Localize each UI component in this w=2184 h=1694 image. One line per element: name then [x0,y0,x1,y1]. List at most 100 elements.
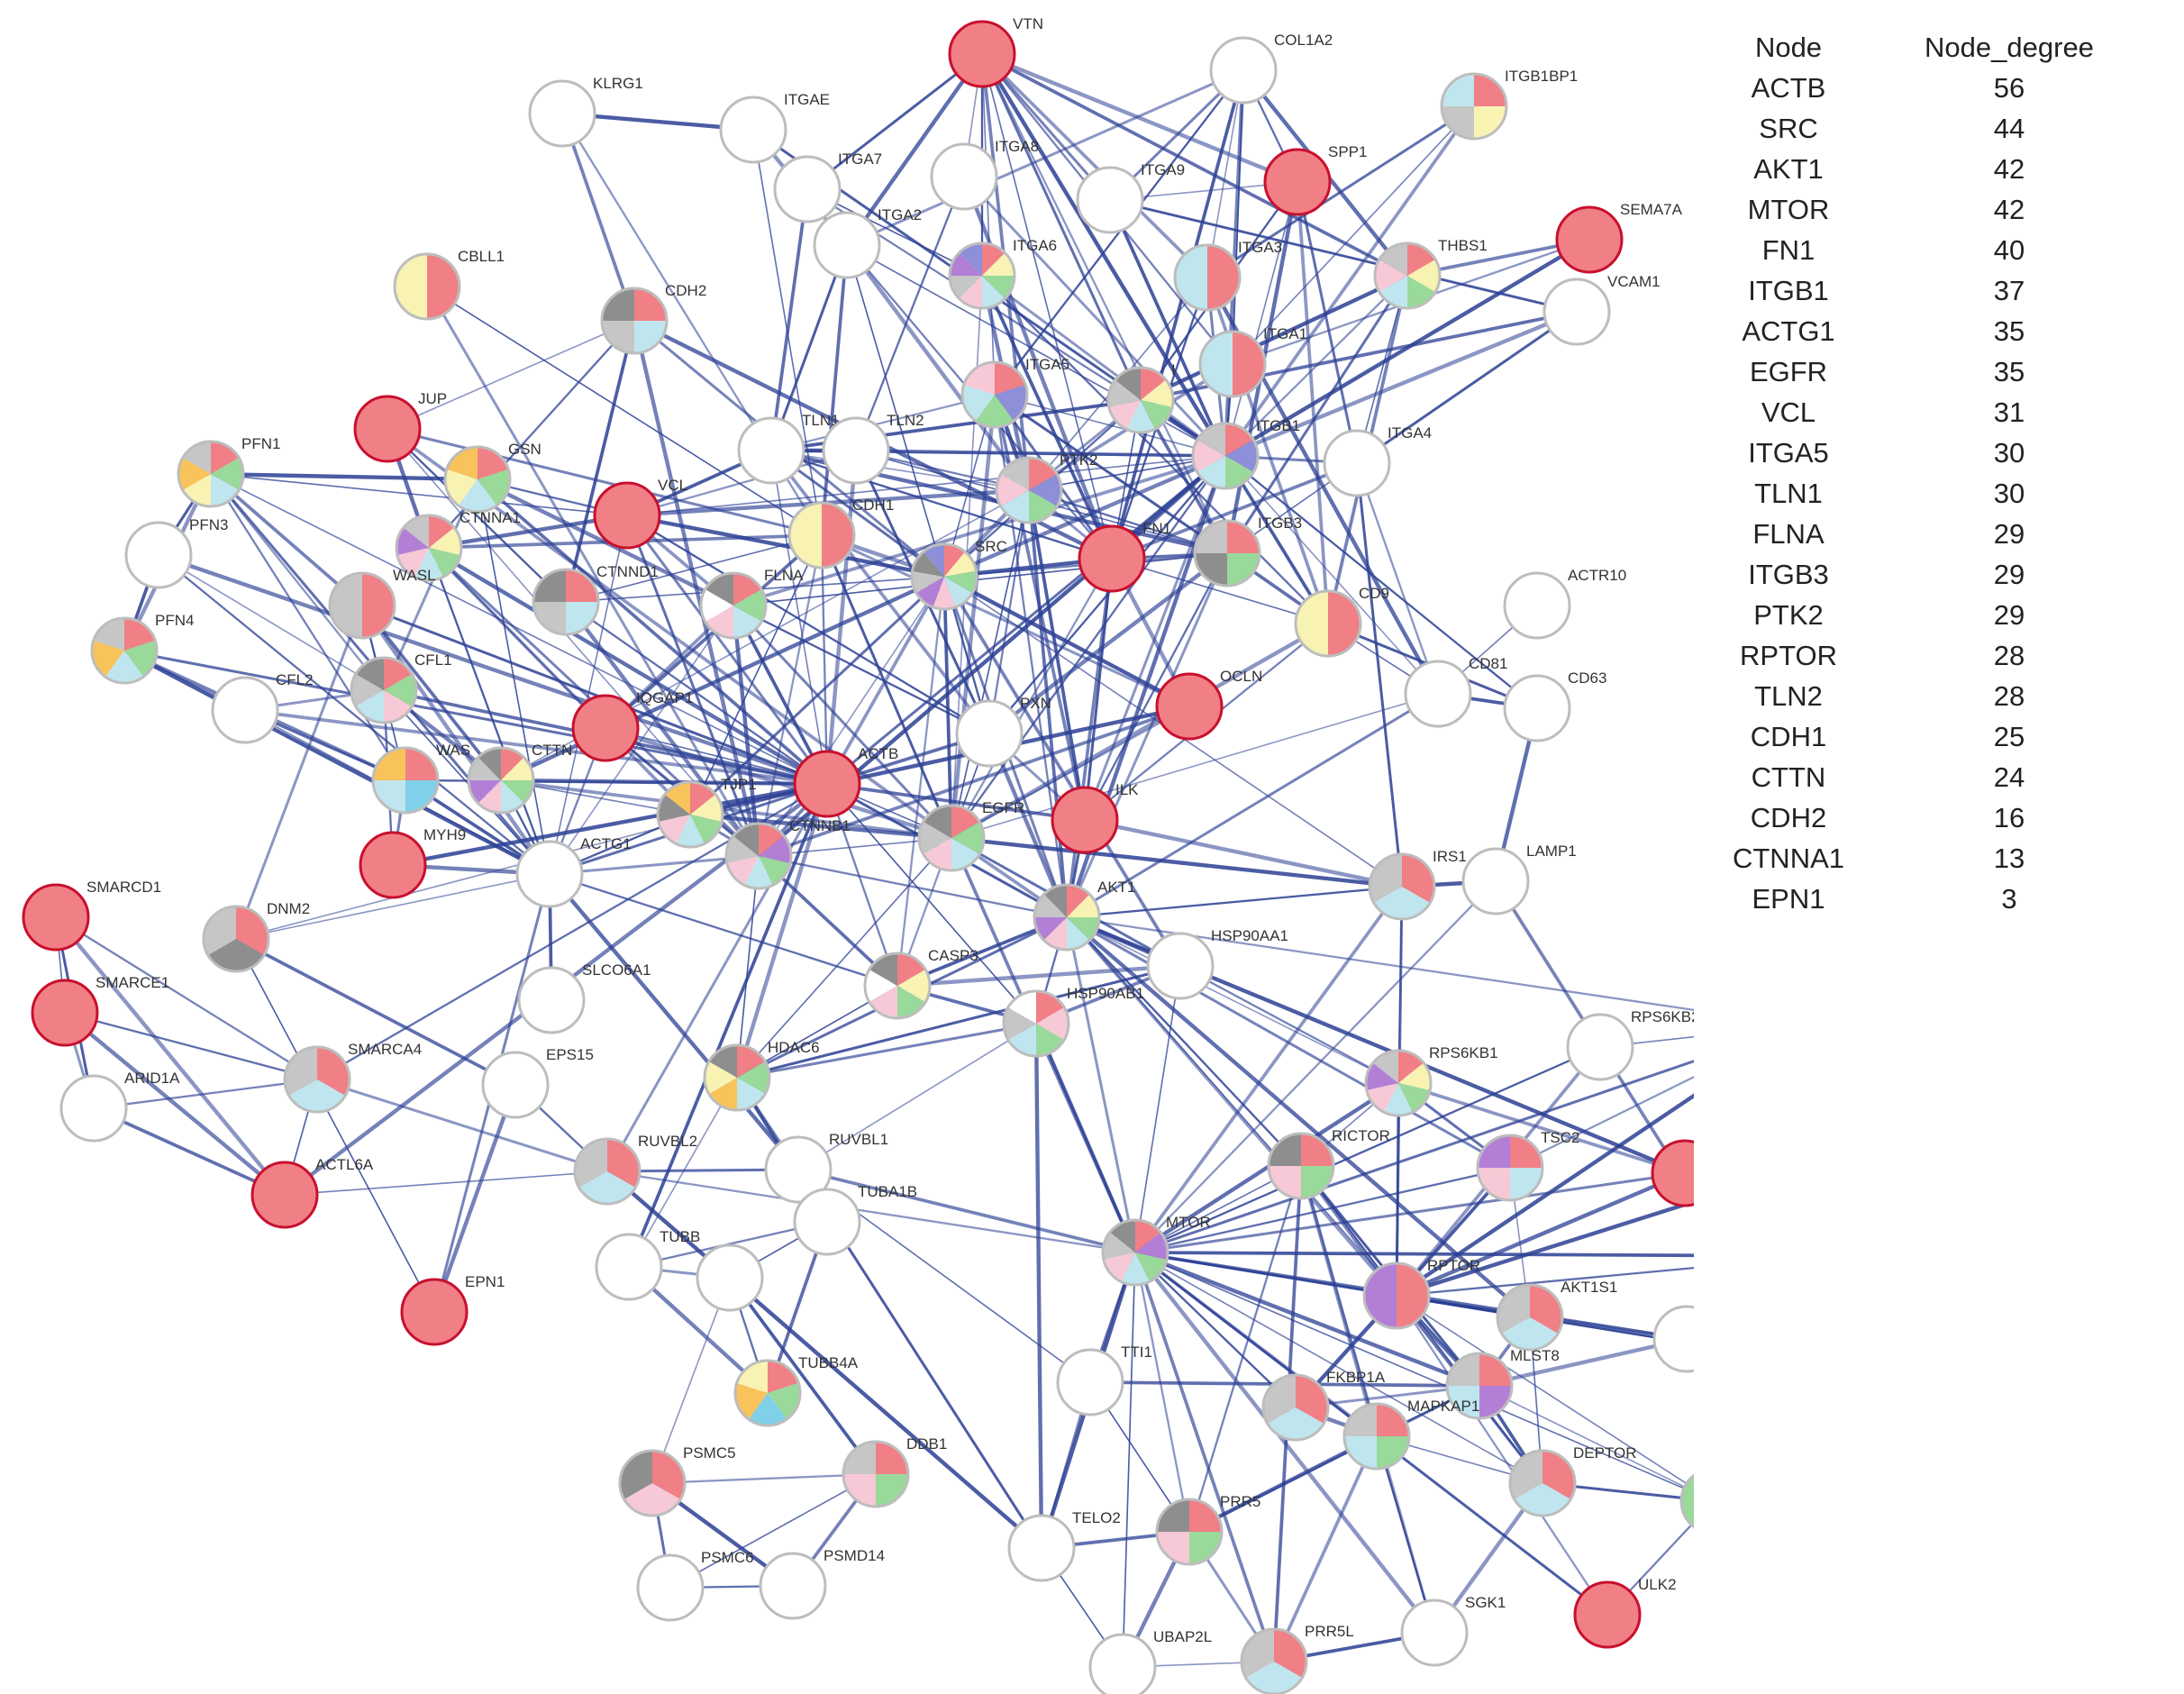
node-tubb[interactable]: TUBB [595,1228,700,1301]
node-akt1s1[interactable]: AKT1S1 [1496,1279,1617,1352]
node-actr10[interactable]: ACTR10 [1503,567,1626,640]
node-ocln[interactable]: OCLN [1155,668,1262,741]
node-vtn[interactable]: VTN [948,15,1043,88]
node-ubap2l[interactable]: UBAP2L [1088,1628,1212,1694]
node-flna[interactable]: FLNA [699,567,804,640]
node-hsp90aa1[interactable]: HSP90AA1 [1146,927,1288,1000]
node-mtor[interactable]: MTOR [1101,1214,1211,1287]
node-ctnna1[interactable]: CTNNA1 [395,509,521,582]
node-cd81[interactable]: CD81 [1404,655,1507,728]
node-eps15[interactable]: EPS15 [481,1046,594,1119]
node-sgk1[interactable]: SGK1 [1400,1594,1506,1667]
node-cfl2[interactable]: CFL2 [211,671,314,744]
node-vcam1[interactable]: VCAM1 [1542,273,1661,346]
node-psmd14[interactable]: PSMD14 [759,1547,885,1620]
node-itgb1[interactable]: ITGB1 [1191,417,1300,490]
node-vcl[interactable]: VCL [593,477,687,550]
node-irs1[interactable]: IRS1 [1368,848,1467,921]
node-src[interactable]: SRC [910,538,1007,611]
node-rragd[interactable]: RRAGD [1652,1300,1694,1373]
node-itgav[interactable]: I [1106,361,1176,434]
node-pfn4[interactable]: PFN4 [90,612,194,685]
node-cdh1[interactable]: CDH1 [787,496,894,569]
node-cd9[interactable]: CD9 [1294,585,1389,658]
node-ulk1[interactable]: ULK1 [1679,1462,1694,1534]
node-tubb4a[interactable]: TUBB4A [733,1354,859,1427]
node-cttn[interactable]: CTTN [467,742,572,815]
node-dnm2[interactable]: DNM2 [202,900,310,973]
node-fn1[interactable]: FN1 [1078,520,1171,593]
node-cbll1[interactable]: CBLL1 [393,248,505,321]
node-rptor[interactable]: RPTOR [1362,1257,1480,1330]
node-tln2[interactable]: TLN2 [822,412,924,485]
node-hdac6[interactable]: HDAC6 [703,1039,820,1112]
node-actb[interactable]: ACTB [793,745,898,818]
node-cdh2[interactable]: CDH2 [600,282,706,355]
node-itga5[interactable]: ITGA5 [960,356,1069,429]
node-col1a2[interactable]: COL1A2 [1209,32,1333,105]
node-itga8[interactable]: ITGA8 [930,138,1039,211]
node-tsc2[interactable]: TSC2 [1476,1129,1579,1202]
node-tuba1b[interactable]: TUBA1B [793,1183,917,1256]
node-ctnnb1[interactable]: CTNNB1 [724,817,851,890]
node-casp3[interactable]: CASP3 [863,947,978,1020]
node-ctnnd1[interactable]: CTNND1 [532,563,659,636]
node-pxn[interactable]: PXN [955,695,1051,768]
node-was[interactable]: WAS [371,742,470,815]
node-sema7a[interactable]: SEMA7A [1555,201,1683,274]
node-lamp1[interactable]: LAMP1 [1461,842,1577,915]
node-fkbp1a[interactable]: FKBP1A [1261,1369,1386,1442]
node-pfn1[interactable]: PFN1 [177,435,280,508]
node-actg1[interactable]: ACTG1 [515,835,632,908]
node-spp1[interactable]: SPP1 [1263,143,1367,216]
node-psmc6[interactable]: PSMC6 [636,1549,754,1622]
node-itga9[interactable]: ITGA9 [1076,161,1185,234]
node-arid1a[interactable]: ARID1A [59,1070,180,1143]
node-tti1[interactable]: TTI1 [1056,1343,1152,1416]
node-psmc5[interactable]: PSMC5 [618,1444,736,1517]
node-tubg1[interactable] [696,1243,764,1312]
node-ruvbl1[interactable]: RUVBL1 [764,1131,888,1204]
node-rps6kb1[interactable]: RPS6KB1 [1364,1044,1498,1117]
node-wasl[interactable]: WASL [328,567,436,640]
node-tln1[interactable]: TLN1 [737,412,840,485]
node-thbs1[interactable]: THBS1 [1373,237,1488,310]
node-slco6a1[interactable]: SLCO6A1 [517,961,651,1034]
node-klrg1[interactable]: KLRG1 [528,75,643,148]
node-ulk2[interactable]: ULK2 [1573,1576,1677,1649]
node-itga2[interactable]: ITGA2 [813,206,922,279]
node-rps6kb2[interactable]: RPS6KB2 [1566,1008,1694,1081]
node-itga7[interactable]: ITGA7 [773,150,882,223]
node-itgae[interactable]: ITGAE [719,91,830,164]
node-smarce1[interactable]: SMARCE1 [31,974,169,1047]
node-smarcd1[interactable]: SMARCD1 [22,879,161,952]
node-tjp1[interactable]: TJP1 [656,776,757,849]
node-ptk2[interactable]: PTK2 [995,451,1098,524]
node-eif4ebp1[interactable]: EIF4EBP1 [1651,1134,1694,1207]
node-prr5l[interactable]: PRR5L [1240,1623,1354,1694]
node-ruvbl2[interactable]: RUVBL2 [573,1133,697,1206]
node-gsn[interactable]: GSN [443,441,541,514]
node-cd63[interactable]: CD63 [1503,669,1606,742]
node-hsp90ab1[interactable]: HSP90AB1 [1002,985,1144,1058]
node-ilk[interactable]: ILK [1051,781,1139,854]
node-egfr[interactable]: EGFR [917,799,1024,872]
node-epn1[interactable]: EPN1 [400,1273,505,1346]
node-ddb1[interactable]: DDB1 [842,1435,947,1508]
node-akt1[interactable]: AKT1 [1033,879,1136,952]
node-itga3[interactable]: ITGA3 [1173,239,1282,312]
node-pfn3[interactable]: PFN3 [124,516,228,589]
node-jup[interactable]: JUP [353,390,447,463]
node-cfl1[interactable]: CFL1 [350,651,452,724]
node-deptor[interactable]: DEPTOR [1508,1444,1637,1517]
node-telo2[interactable]: TELO2 [1007,1509,1121,1582]
node-mapkap1[interactable]: MAPKAP1 [1342,1398,1479,1471]
node-actl6a[interactable]: ACTL6A [250,1156,374,1229]
node-smarca4[interactable]: SMARCA4 [283,1041,422,1114]
node-itgb3[interactable]: ITGB3 [1193,515,1302,587]
node-iqgap1[interactable]: IQGAP1 [571,689,693,762]
node-prr5[interactable]: PRR5 [1155,1493,1260,1566]
node-mlst8[interactable]: MLST8 [1445,1347,1560,1420]
node-itga1[interactable]: ITGA1 [1198,325,1307,398]
node-itga4[interactable]: ITGA4 [1323,424,1432,497]
